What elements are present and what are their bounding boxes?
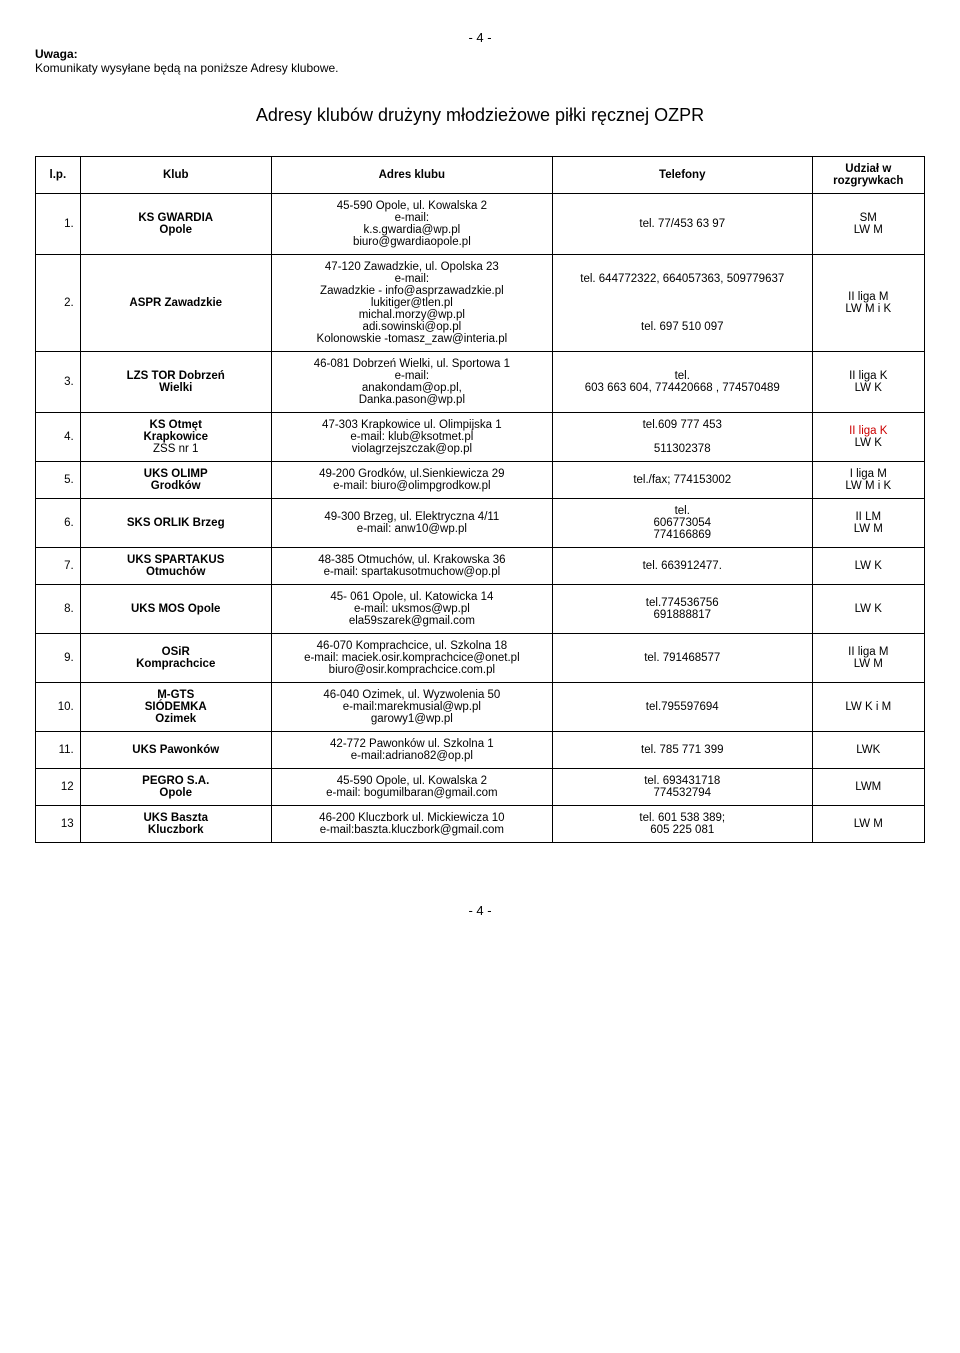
- cell-lp: 5.: [36, 462, 81, 499]
- cell-tel: tel. 644772322, 664057363, 509779637tel.…: [552, 255, 812, 352]
- table-row: 12PEGRO S.A.Opole45-590 Opole, ul. Kowal…: [36, 769, 925, 806]
- cell-tel: tel.609 777 453511302378: [552, 413, 812, 462]
- cell-tel: tel./fax; 774153002: [552, 462, 812, 499]
- cell-adres: 42-772 Pawonków ul. Szkolna 1e-mail:adri…: [271, 732, 552, 769]
- note-title: Uwaga:: [35, 47, 78, 61]
- cell-klub: UKS OLIMPGrodków: [80, 462, 271, 499]
- cell-tel: tel. 663912477.: [552, 548, 812, 585]
- cell-tel: tel.795597694: [552, 683, 812, 732]
- cell-udzial: LW K: [812, 548, 924, 585]
- cell-lp: 13: [36, 806, 81, 843]
- cell-lp: 2.: [36, 255, 81, 352]
- cell-udzial: LW K: [812, 585, 924, 634]
- table-row: 2.ASPR Zawadzkie47-120 Zawadzkie, ul. Op…: [36, 255, 925, 352]
- cell-udzial: LW M: [812, 806, 924, 843]
- table-header-row: l.p. Klub Adres klubu Telefony Udział wr…: [36, 157, 925, 194]
- cell-klub: SKS ORLIK Brzeg: [80, 499, 271, 548]
- cell-klub: KS OtmętKrapkowiceZSS nr 1: [80, 413, 271, 462]
- cell-tel: tel. 77/453 63 97: [552, 194, 812, 255]
- cell-udzial: II liga MLW M i K: [812, 255, 924, 352]
- table-row: 9.OSiRKomprachcice46-070 Komprachcice, u…: [36, 634, 925, 683]
- cell-lp: 6.: [36, 499, 81, 548]
- cell-udzial: LWK: [812, 732, 924, 769]
- note-text: Komunikaty wysyłane będą na poniższe Adr…: [35, 61, 339, 75]
- table-row: 13UKS BasztaKluczbork46-200 Kluczbork ul…: [36, 806, 925, 843]
- page-title: Adresy klubów drużyny młodzieżowe piłki …: [35, 105, 925, 126]
- table-row: 3.LZS TOR DobrzeńWielki46-081 Dobrzeń Wi…: [36, 352, 925, 413]
- table-row: 4.KS OtmętKrapkowiceZSS nr 147-303 Krapk…: [36, 413, 925, 462]
- cell-lp: 7.: [36, 548, 81, 585]
- cell-tel: tel.774536756691888817: [552, 585, 812, 634]
- cell-tel: tel.603 663 604, 774420668 , 774570489: [552, 352, 812, 413]
- clubs-table: l.p. Klub Adres klubu Telefony Udział wr…: [35, 156, 925, 843]
- cell-lp: 3.: [36, 352, 81, 413]
- col-klub: Klub: [80, 157, 271, 194]
- cell-lp: 1.: [36, 194, 81, 255]
- cell-adres: 45- 061 Opole, ul. Katowicka 14e-mail: u…: [271, 585, 552, 634]
- cell-lp: 9.: [36, 634, 81, 683]
- cell-lp: 8.: [36, 585, 81, 634]
- cell-tel: tel. 601 538 389;605 225 081: [552, 806, 812, 843]
- cell-udzial: SMLW M: [812, 194, 924, 255]
- cell-klub: UKS Pawonków: [80, 732, 271, 769]
- table-row: 11.UKS Pawonków42-772 Pawonków ul. Szkol…: [36, 732, 925, 769]
- cell-lp: 4.: [36, 413, 81, 462]
- cell-adres: 48-385 Otmuchów, ul. Krakowska 36e-mail:…: [271, 548, 552, 585]
- cell-klub: M-GTSSIÓDEMKAOzimek: [80, 683, 271, 732]
- cell-lp: 10.: [36, 683, 81, 732]
- cell-klub: UKS MOS Opole: [80, 585, 271, 634]
- cell-udzial: II liga MLW M: [812, 634, 924, 683]
- cell-adres: 46-070 Komprachcice, ul. Szkolna 18e-mai…: [271, 634, 552, 683]
- cell-adres: 45-590 Opole, ul. Kowalska 2e-mail: bogu…: [271, 769, 552, 806]
- table-row: 1.KS GWARDIAOpole45-590 Opole, ul. Kowal…: [36, 194, 925, 255]
- cell-klub: ASPR Zawadzkie: [80, 255, 271, 352]
- table-row: 7.UKS SPARTAKUSOtmuchów48-385 Otmuchów, …: [36, 548, 925, 585]
- cell-tel: tel. 693431718774532794: [552, 769, 812, 806]
- note-block: Uwaga: Komunikaty wysyłane będą na poniż…: [35, 47, 925, 75]
- cell-tel: tel. 791468577: [552, 634, 812, 683]
- table-row: 5.UKS OLIMPGrodków49-200 Grodków, ul.Sie…: [36, 462, 925, 499]
- page-number-top: - 4 -: [35, 30, 925, 45]
- cell-klub: LZS TOR DobrzeńWielki: [80, 352, 271, 413]
- col-adres: Adres klubu: [271, 157, 552, 194]
- cell-klub: KS GWARDIAOpole: [80, 194, 271, 255]
- cell-lp: 12: [36, 769, 81, 806]
- cell-adres: 49-200 Grodków, ul.Sienkiewicza 29e-mail…: [271, 462, 552, 499]
- table-row: 10.M-GTSSIÓDEMKAOzimek46-040 Ozimek, ul.…: [36, 683, 925, 732]
- cell-adres: 46-081 Dobrzeń Wielki, ul. Sportowa 1e-m…: [271, 352, 552, 413]
- cell-klub: UKS BasztaKluczbork: [80, 806, 271, 843]
- cell-adres: 46-040 Ozimek, ul. Wyzwolenia 50e-mail:m…: [271, 683, 552, 732]
- cell-klub: OSiRKomprachcice: [80, 634, 271, 683]
- cell-adres: 47-303 Krapkowice ul. Olimpijska 1e-mail…: [271, 413, 552, 462]
- cell-adres: 46-200 Kluczbork ul. Mickiewicza 10e-mai…: [271, 806, 552, 843]
- cell-udzial: II liga KLW K: [812, 352, 924, 413]
- cell-klub: UKS SPARTAKUSOtmuchów: [80, 548, 271, 585]
- cell-klub: PEGRO S.A.Opole: [80, 769, 271, 806]
- col-lp: l.p.: [36, 157, 81, 194]
- cell-tel: tel.606773054774166869: [552, 499, 812, 548]
- page-number-bottom: - 4 -: [35, 903, 925, 918]
- cell-lp: 11.: [36, 732, 81, 769]
- cell-udzial: LWM: [812, 769, 924, 806]
- cell-tel: tel. 785 771 399: [552, 732, 812, 769]
- cell-adres: 49-300 Brzeg, ul. Elektryczna 4/11e-mail…: [271, 499, 552, 548]
- cell-udzial: II liga KLW K: [812, 413, 924, 462]
- table-row: 6.SKS ORLIK Brzeg49-300 Brzeg, ul. Elekt…: [36, 499, 925, 548]
- cell-udzial: II LMLW M: [812, 499, 924, 548]
- cell-udzial: I liga MLW M i K: [812, 462, 924, 499]
- cell-udzial: LW K i M: [812, 683, 924, 732]
- col-tel: Telefony: [552, 157, 812, 194]
- cell-adres: 47-120 Zawadzkie, ul. Opolska 23e-mail:Z…: [271, 255, 552, 352]
- table-body: 1.KS GWARDIAOpole45-590 Opole, ul. Kowal…: [36, 194, 925, 843]
- cell-adres: 45-590 Opole, ul. Kowalska 2e-mail:k.s.g…: [271, 194, 552, 255]
- table-row: 8.UKS MOS Opole45- 061 Opole, ul. Katowi…: [36, 585, 925, 634]
- col-udzial: Udział wrozgrywkach: [812, 157, 924, 194]
